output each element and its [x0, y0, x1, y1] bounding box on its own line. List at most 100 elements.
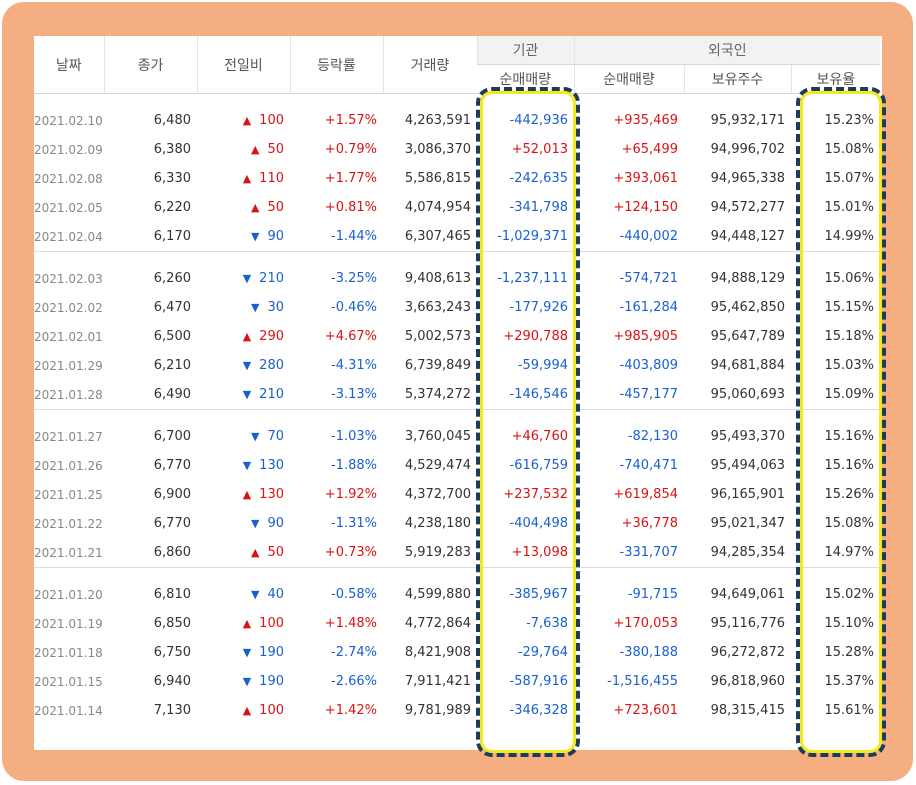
- row-inst-net: +52,013: [511, 142, 568, 157]
- group-spacer: [34, 567, 881, 580]
- row-diff: ▲ 100: [197, 696, 290, 725]
- row-inst-net: +13,098: [511, 545, 568, 560]
- row-rate: +4.67%: [324, 329, 377, 344]
- header-volume: 거래량: [382, 36, 477, 94]
- row-foreign-hold: 94,285,354: [710, 545, 785, 560]
- row-foreign-net: +985,905: [613, 329, 678, 344]
- row-date: 2021.02.04: [34, 229, 103, 244]
- row-close: 6,470: [153, 300, 191, 315]
- row-volume: 9,408,613: [404, 271, 471, 286]
- row-volume: 4,372,700: [404, 487, 471, 502]
- row-foreign-hold: 98,315,415: [710, 703, 785, 718]
- row-rate: -2.66%: [331, 674, 377, 689]
- down-triangle-icon: ▼: [250, 301, 260, 314]
- row-date: 2021.02.02: [34, 300, 103, 315]
- up-triangle-icon: ▲: [250, 201, 260, 214]
- row-volume: 6,307,465: [404, 229, 471, 244]
- row-foreign-hold: 95,647,789: [710, 329, 785, 344]
- row-foreign-ratio: 14.97%: [824, 545, 875, 560]
- row-foreign-net: -380,188: [619, 645, 678, 660]
- row-inst-net: -7,638: [526, 616, 568, 631]
- row-diff-value: 100: [259, 113, 284, 128]
- header-foreign-hold: 보유주수: [683, 64, 791, 94]
- highlight-foreign-ratio-column: [796, 87, 886, 757]
- row-close: 6,850: [153, 616, 191, 631]
- row-diff-value: 50: [267, 142, 284, 157]
- row-rate: -3.13%: [331, 387, 377, 402]
- table-row: 2021.02.02 6,470 ▼ 30 -0.46% 3,663,243 -177,92…: [34, 293, 880, 322]
- row-rate: +0.79%: [324, 142, 377, 157]
- row-inst-net: -587,916: [509, 674, 568, 689]
- group-spacer: [34, 409, 881, 422]
- row-diff: ▼ 130: [197, 451, 290, 480]
- header-diff: 전일비: [196, 36, 290, 94]
- row-inst-net: -442,936: [509, 113, 568, 128]
- down-triangle-icon: ▼: [250, 588, 260, 601]
- row-foreign-hold: 96,165,901: [710, 487, 785, 502]
- row-diff-value: 100: [259, 616, 284, 631]
- row-foreign-net: -161,284: [619, 300, 678, 315]
- table-row: 2021.01.22 6,770 ▼ 90 -1.31% 4,238,180 -404,49…: [34, 509, 880, 538]
- row-foreign-net: -331,707: [619, 545, 678, 560]
- row-inst-net: -616,759: [509, 458, 568, 473]
- row-inst-net: -59,994: [517, 358, 568, 373]
- row-foreign-net: +619,854: [613, 487, 678, 502]
- row-rate: +0.81%: [324, 200, 377, 215]
- row-diff-value: 70: [267, 429, 284, 444]
- row-foreign-hold: 94,448,127: [710, 229, 785, 244]
- row-foreign-ratio: 15.10%: [824, 616, 875, 631]
- row-diff-value: 40: [267, 587, 284, 602]
- row-date: 2021.02.03: [34, 271, 103, 286]
- up-triangle-icon: ▲: [242, 330, 252, 343]
- row-volume: 4,263,591: [404, 113, 471, 128]
- row-foreign-ratio: 15.03%: [824, 358, 875, 373]
- row-diff-value: 100: [259, 703, 284, 718]
- down-triangle-icon: ▼: [250, 430, 260, 443]
- row-volume: 4,599,880: [404, 587, 471, 602]
- row-diff: ▲ 100: [197, 106, 290, 135]
- row-foreign-net: -457,177: [619, 387, 678, 402]
- row-foreign-hold: 94,996,702: [710, 142, 785, 157]
- header-foreign-group: 외국인: [573, 36, 881, 65]
- table-row: 2021.01.14 7,130 ▲ 100 +1.42% 9,781,989 -346,3…: [34, 696, 880, 725]
- row-foreign-hold: 95,116,776: [710, 616, 785, 631]
- down-triangle-icon: ▼: [242, 359, 252, 372]
- up-triangle-icon: ▲: [242, 704, 252, 717]
- row-foreign-ratio: 15.09%: [824, 387, 875, 402]
- row-date: 2021.01.26: [34, 458, 103, 473]
- row-inst-net: -242,635: [509, 171, 568, 186]
- row-foreign-ratio: 15.08%: [824, 516, 875, 531]
- row-date: 2021.01.22: [34, 516, 103, 531]
- row-diff: ▲ 290: [197, 322, 290, 351]
- row-foreign-hold: 94,965,338: [710, 171, 785, 186]
- row-foreign-hold: 94,572,277: [710, 200, 785, 215]
- row-volume: 3,760,045: [404, 429, 471, 444]
- row-rate: -4.31%: [331, 358, 377, 373]
- row-rate: +1.92%: [324, 487, 377, 502]
- row-close: 6,860: [153, 545, 191, 560]
- row-diff: ▲ 110: [197, 164, 290, 193]
- row-diff: ▼ 190: [197, 638, 290, 667]
- row-foreign-hold: 95,494,063: [710, 458, 785, 473]
- table-row: 2021.01.15 6,940 ▼ 190 -2.66% 7,911,421 -587,9…: [34, 667, 880, 696]
- row-diff-value: 130: [259, 487, 284, 502]
- row-diff-value: 50: [267, 200, 284, 215]
- up-triangle-icon: ▲: [250, 143, 260, 156]
- row-foreign-ratio: 14.99%: [824, 229, 875, 244]
- row-diff-value: 190: [259, 645, 284, 660]
- row-foreign-hold: 95,932,171: [710, 113, 785, 128]
- row-close: 6,770: [153, 458, 191, 473]
- row-foreign-ratio: 15.16%: [824, 429, 875, 444]
- row-rate: -1.31%: [331, 516, 377, 531]
- row-date: 2021.02.01: [34, 329, 103, 344]
- row-foreign-net: +723,601: [613, 703, 678, 718]
- row-date: 2021.02.10: [34, 113, 103, 128]
- stock-table-panel: 날짜 종가 전일비 등락률 거래량 기관 외국인 순매매량 순매매량 보유주수 …: [34, 36, 882, 750]
- up-triangle-icon: ▲: [250, 546, 260, 559]
- table-row: 2021.01.18 6,750 ▼ 190 -2.74% 8,421,908 -29,76…: [34, 638, 880, 667]
- up-triangle-icon: ▲: [242, 114, 252, 127]
- row-close: 6,210: [153, 358, 191, 373]
- table-row: 2021.01.29 6,210 ▼ 280 -4.31% 6,739,849 -59,99…: [34, 351, 880, 380]
- row-foreign-ratio: 15.26%: [824, 487, 875, 502]
- row-foreign-ratio: 15.28%: [824, 645, 875, 660]
